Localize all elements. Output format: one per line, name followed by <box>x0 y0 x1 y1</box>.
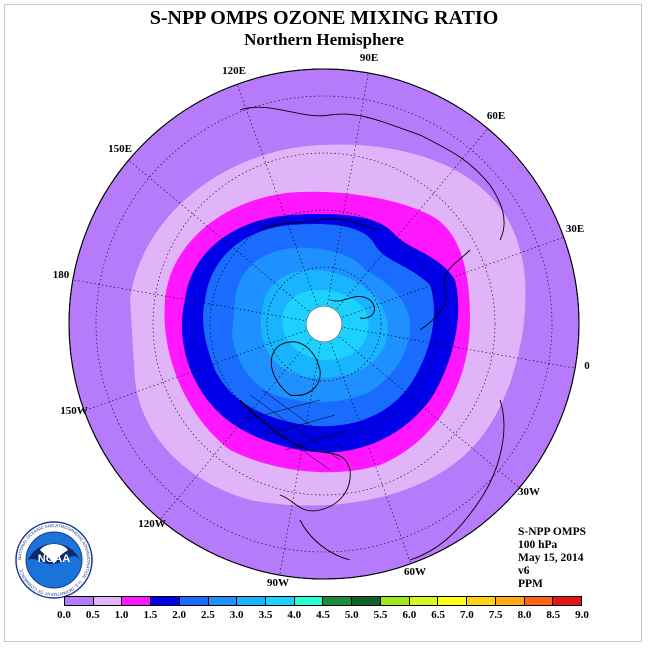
colorbar-tick-label: 2.5 <box>201 609 215 621</box>
colorbar-segment <box>237 597 267 605</box>
colorbar-segment <box>266 597 295 605</box>
map-title: S-NPP OMPS OZONE MIXING RATIO <box>149 7 499 29</box>
coast-siberia <box>259 218 381 231</box>
coast-africa <box>409 399 505 561</box>
colorbar-segment <box>323 597 353 605</box>
colorbar-tick-label: 1.5 <box>143 609 158 621</box>
colorbar-segment <box>467 597 496 605</box>
image-frame <box>4 4 642 642</box>
colorbar-tick-label: 4.0 <box>287 609 302 621</box>
lon-label-150e: 150E <box>108 143 132 155</box>
colorbar-tick-label: 7.0 <box>460 609 474 621</box>
colorbar-segment <box>495 597 525 605</box>
colorbar-tick-label: 8.5 <box>546 609 561 621</box>
colorbar-segment <box>65 597 94 605</box>
info-level: 100 hPa <box>518 539 558 551</box>
colorbar-segment <box>151 597 180 605</box>
coast-north-america <box>239 399 351 512</box>
colorbar-segment <box>352 597 381 605</box>
colorbar-segment <box>409 597 439 605</box>
colorbar-tick-label: 6.5 <box>431 609 445 621</box>
colorbar-segment <box>524 597 554 605</box>
lon-label-150w: 150W <box>60 405 88 417</box>
colorbar-ticks: 0.0 0.5 1.0 1.5 2.0 2.5 3.0 3.5 4.0 4.5 5.0 5.5 6.0 6… <box>0 609 648 625</box>
colorbar-tick-label: 5.0 <box>344 609 359 621</box>
pole-mask <box>305 305 343 343</box>
colorbar-tick-label: 7.5 <box>488 609 503 621</box>
colorbar-segment <box>380 597 410 605</box>
colorbar <box>64 596 582 606</box>
lon-label-90w: 90W <box>267 577 289 589</box>
colorbar-tick-label: 0.0 <box>57 609 71 621</box>
coast-greenland <box>270 341 321 396</box>
lon-label-90e: 90E <box>360 52 378 64</box>
colorbar-segment <box>294 597 324 605</box>
lon-label-0: 0 <box>584 360 590 372</box>
info-date: May 15, 2014 <box>518 552 584 564</box>
colorbar-segment <box>208 597 238 605</box>
colorbar-tick-label: 8.0 <box>517 609 532 621</box>
colorbar-tick-label: 0.5 <box>85 609 100 621</box>
noaa-logo-text: NOAA <box>38 553 70 565</box>
colorbar-tick-label: 3.0 <box>229 609 244 621</box>
colorbar-segment <box>179 597 209 605</box>
longitude-labels: 90E 60E 30E 0 30W 60W 90W 120W 150W 180 … <box>53 52 591 589</box>
colorbar-tick-label: 1.0 <box>114 609 129 621</box>
info-instrument: S-NPP OMPS <box>518 526 587 538</box>
colorbar-segment <box>553 597 581 605</box>
lon-label-60e: 60E <box>487 110 505 122</box>
lon-label-30e: 30E <box>566 223 584 235</box>
coastlines <box>239 106 505 561</box>
lon-label-30w: 30W <box>518 486 540 498</box>
colorbar-segment <box>93 597 123 605</box>
colorbar-tick-label: 6.0 <box>402 609 417 621</box>
coast-europe <box>419 249 471 331</box>
lon-label-120w: 120W <box>138 518 166 530</box>
map-subtitle: Northern Hemisphere <box>244 30 404 49</box>
colorbar-segment <box>438 597 468 605</box>
lon-label-180: 180 <box>53 269 70 281</box>
lon-label-120e: 120E <box>222 65 246 77</box>
coast-central-america <box>299 519 351 561</box>
colorbar-tick-label: 2.0 <box>172 609 186 621</box>
us-state-grid <box>239 389 349 471</box>
colorbar-tick-label: 3.5 <box>258 609 273 621</box>
colorbar-tick-label: 9.0 <box>575 609 589 621</box>
info-version: v6 <box>518 565 530 577</box>
colorbar-tick-label: 5.5 <box>373 609 388 621</box>
colorbar-segment <box>122 597 152 605</box>
coast-asia <box>239 106 505 241</box>
coast-arctic-islands <box>329 296 375 319</box>
info-panel: S-NPP OMPS 100 hPa May 15, 2014 v6 PPM <box>518 526 586 591</box>
info-units: PPM <box>518 578 543 590</box>
colorbar-tick-label: 4.5 <box>316 609 330 621</box>
graticule <box>69 69 579 579</box>
noaa-logo: NOAA NATIONAL OCEANIC AND ATMOSPHERIC AD… <box>15 521 93 599</box>
lon-label-60w: 60W <box>404 566 426 578</box>
